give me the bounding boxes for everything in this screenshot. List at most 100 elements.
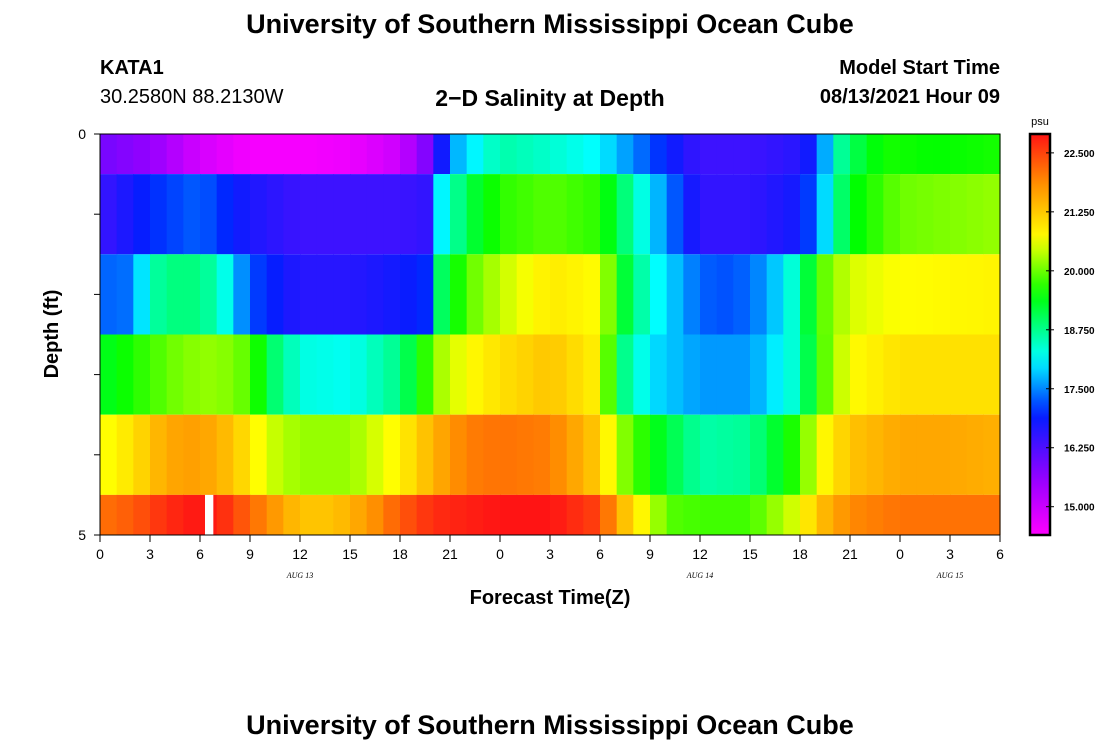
heatmap-cell <box>650 414 668 495</box>
y-tick-label: 5 <box>78 527 86 543</box>
heatmap-cell <box>350 254 368 335</box>
y-tick-label: 0 <box>78 126 86 142</box>
heatmap-cell <box>100 174 118 255</box>
heatmap-cell <box>783 174 801 255</box>
heatmap-cell <box>933 494 951 535</box>
heatmap-cell <box>883 494 901 535</box>
heatmap-cell <box>566 134 584 175</box>
heatmap-cell <box>350 414 368 495</box>
heatmap-cell <box>316 174 334 255</box>
heatmap-cell <box>250 174 268 255</box>
colorbar-tick-label: 15.000 <box>1064 503 1095 514</box>
heatmap-cell <box>183 254 201 335</box>
heatmap-cell <box>883 414 901 495</box>
heatmap-cell <box>850 254 868 335</box>
heatmap-cell <box>766 254 784 335</box>
x-tick-label: 0 <box>896 546 904 562</box>
heatmap-cell <box>516 254 534 335</box>
x-tick-label: 12 <box>692 546 708 562</box>
heatmap-cell <box>316 494 334 535</box>
heatmap-cell <box>966 334 984 415</box>
heatmap-cell <box>483 494 501 535</box>
colorbar-tick-label: 22.500 <box>1064 149 1095 160</box>
heatmap-cell <box>316 134 334 175</box>
heatmap-cell <box>433 134 451 175</box>
heatmap-cell <box>450 334 468 415</box>
heatmap-cell <box>650 254 668 335</box>
heatmap-cell <box>516 414 534 495</box>
heatmap-cell <box>216 174 234 255</box>
heatmap-cell <box>533 174 551 255</box>
heatmap-cell <box>933 334 951 415</box>
x-axis-label: Forecast Time(Z) <box>470 587 631 609</box>
heatmap-cell <box>933 254 951 335</box>
heatmap-cell <box>166 494 184 535</box>
heatmap-cell <box>633 414 651 495</box>
heatmap-cell <box>616 414 634 495</box>
heatmap-cell <box>483 334 501 415</box>
heatmap-cell <box>166 414 184 495</box>
x-tick-label: 0 <box>96 546 104 562</box>
missing-data-gap <box>205 494 214 535</box>
heatmap-cell <box>183 414 201 495</box>
heatmap-cell <box>816 494 834 535</box>
heatmap-cell <box>866 174 884 255</box>
heatmap-cell <box>133 414 151 495</box>
heatmap-cell <box>400 174 418 255</box>
heatmap-cell <box>383 334 401 415</box>
y-axis-label: Depth (ft) <box>41 290 63 379</box>
heatmap-cell <box>550 174 568 255</box>
heatmap-cell <box>833 134 851 175</box>
heatmap-cell <box>266 334 284 415</box>
heatmap-cell <box>466 494 484 535</box>
heatmap-cell <box>333 254 351 335</box>
heatmap-cell <box>900 254 918 335</box>
heatmap-cell <box>516 494 534 535</box>
model-start-label: Model Start Time <box>839 57 1000 79</box>
heatmap-cell <box>500 334 518 415</box>
heatmap-cell <box>583 254 601 335</box>
heatmap-cell <box>366 334 384 415</box>
heatmap-cell <box>500 254 518 335</box>
heatmap-cell <box>333 494 351 535</box>
heatmap-cell <box>683 494 701 535</box>
heatmap-cell <box>716 254 734 335</box>
heatmap-cell <box>733 254 751 335</box>
heatmap-cell <box>916 174 934 255</box>
heatmap-cell <box>516 134 534 175</box>
heatmap-cell <box>283 494 301 535</box>
heatmap-cell <box>933 134 951 175</box>
heatmap-cell <box>983 174 1001 255</box>
heatmap-cell <box>783 254 801 335</box>
colorbar-tick-label: 18.750 <box>1064 326 1095 337</box>
heatmap-cell <box>433 494 451 535</box>
heatmap-cell <box>633 134 651 175</box>
heatmap-cell <box>633 494 651 535</box>
heatmap-cell <box>966 174 984 255</box>
heatmap-cell <box>800 174 818 255</box>
heatmap-cell <box>350 174 368 255</box>
heatmap-cell <box>616 254 634 335</box>
heatmap-cell <box>616 334 634 415</box>
heatmap-cell <box>566 334 584 415</box>
heatmap-cell <box>133 494 151 535</box>
heatmap-cell <box>250 334 268 415</box>
heatmap-cell <box>866 414 884 495</box>
heatmap-cell <box>466 254 484 335</box>
heatmap-cell <box>750 414 768 495</box>
heatmap-cell <box>750 134 768 175</box>
heatmap-cell <box>400 254 418 335</box>
heatmap-cell <box>683 254 701 335</box>
heatmap-cell <box>150 174 168 255</box>
heatmap-cell <box>966 414 984 495</box>
heatmap-cell <box>216 334 234 415</box>
heatmap-cell <box>116 414 134 495</box>
heatmap-cell <box>750 494 768 535</box>
heatmap-cell <box>450 254 468 335</box>
heatmap-cell <box>500 134 518 175</box>
heatmap-cell <box>200 414 218 495</box>
heatmap-cell <box>600 414 618 495</box>
heatmap-cell <box>283 134 301 175</box>
heatmap-cell <box>783 414 801 495</box>
